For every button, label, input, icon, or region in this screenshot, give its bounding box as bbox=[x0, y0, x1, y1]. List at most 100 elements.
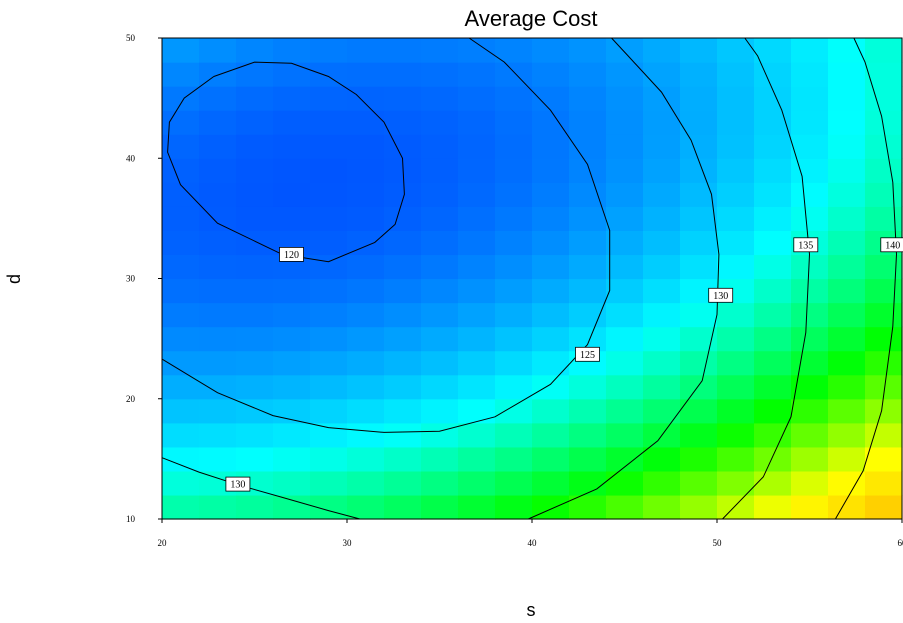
heatmap-cell bbox=[310, 254, 348, 280]
heatmap-cell bbox=[828, 278, 866, 304]
heatmap-cell bbox=[384, 470, 422, 496]
heatmap-cell bbox=[717, 422, 755, 448]
heatmap-cell bbox=[162, 62, 200, 87]
heatmap-cell bbox=[643, 374, 681, 400]
heatmap-cell bbox=[236, 302, 274, 328]
heatmap-cell bbox=[569, 494, 607, 520]
heatmap-cell bbox=[273, 134, 311, 159]
heatmap-cell bbox=[199, 182, 237, 207]
heatmap-cell bbox=[458, 350, 496, 376]
heatmap-cell bbox=[754, 326, 792, 352]
heatmap-cell bbox=[680, 494, 718, 520]
x-axis: 20 30 40 50 60 bbox=[158, 519, 903, 548]
heatmap-cell bbox=[532, 422, 570, 448]
heatmap-cell bbox=[606, 302, 644, 328]
heatmap-cell bbox=[532, 446, 570, 472]
heatmap-cell bbox=[421, 206, 459, 231]
heatmap-cell bbox=[495, 446, 533, 472]
heatmap-cell bbox=[384, 182, 422, 207]
heatmap-cell bbox=[421, 302, 459, 328]
heatmap-cell bbox=[273, 302, 311, 328]
heatmap-cell bbox=[606, 38, 644, 63]
heatmap-cell bbox=[532, 182, 570, 207]
heatmap-cell bbox=[828, 302, 866, 328]
heatmap-cell bbox=[717, 38, 755, 63]
contour-label-box bbox=[793, 237, 819, 253]
contour-line-135 bbox=[722, 37, 811, 520]
heatmap-cell bbox=[754, 62, 792, 87]
heatmap-cell bbox=[606, 422, 644, 448]
heatmap-cell bbox=[532, 62, 570, 87]
heatmap-cell bbox=[754, 158, 792, 183]
heatmap-cell bbox=[384, 230, 422, 256]
heatmap-cell bbox=[421, 446, 459, 472]
heatmap-cell bbox=[199, 422, 237, 448]
heatmap-cell bbox=[754, 38, 792, 63]
heatmap-cell bbox=[680, 38, 718, 63]
heatmap-cell bbox=[754, 398, 792, 424]
heatmap-cell bbox=[236, 38, 274, 63]
heatmap-cell bbox=[347, 470, 385, 496]
heatmap-cell bbox=[532, 254, 570, 280]
heatmap-cell bbox=[199, 350, 237, 376]
heatmap-cell bbox=[791, 206, 829, 231]
heatmap-cell bbox=[680, 446, 718, 472]
heatmap-cell bbox=[273, 422, 311, 448]
heatmap-cell bbox=[828, 182, 866, 207]
contour-line-140 bbox=[834, 37, 898, 520]
heatmap-cell bbox=[310, 326, 348, 352]
heatmap-cell bbox=[273, 86, 311, 111]
heatmap-cell bbox=[532, 38, 570, 63]
heatmap-cell bbox=[347, 494, 385, 520]
heatmap-cell bbox=[495, 206, 533, 231]
heatmap-cell bbox=[754, 470, 792, 496]
heatmap-cell bbox=[717, 446, 755, 472]
heatmap-cell bbox=[236, 158, 274, 183]
heatmap-cell bbox=[310, 374, 348, 400]
heatmap-cell bbox=[643, 470, 681, 496]
heatmap-cell bbox=[310, 398, 348, 424]
heatmap-cell bbox=[717, 350, 755, 376]
heatmap-cell bbox=[680, 254, 718, 280]
heatmap-cell bbox=[495, 230, 533, 256]
heatmap-cell bbox=[643, 494, 681, 520]
heatmap-cell bbox=[828, 158, 866, 183]
heatmap-cell bbox=[865, 350, 903, 376]
heatmap-cell bbox=[421, 62, 459, 87]
heatmap-cell bbox=[791, 86, 829, 111]
heatmap-cell bbox=[606, 326, 644, 352]
heatmap-cell bbox=[680, 302, 718, 328]
heatmap-cell bbox=[495, 470, 533, 496]
heatmap-cell bbox=[495, 134, 533, 159]
contour-line-120 bbox=[167, 61, 405, 263]
heatmap-cell bbox=[347, 326, 385, 352]
heatmap-cell bbox=[754, 230, 792, 256]
heatmap-cell bbox=[717, 62, 755, 87]
heatmap-cell bbox=[199, 38, 237, 63]
heatmap-cell bbox=[717, 494, 755, 520]
heatmap-cell bbox=[347, 398, 385, 424]
contour-label-140: 140 bbox=[880, 237, 903, 253]
heatmap-cell bbox=[828, 134, 866, 159]
heatmap-cell bbox=[236, 446, 274, 472]
heatmap-cell bbox=[458, 206, 496, 231]
heatmap-cell bbox=[495, 110, 533, 135]
y-tick-label: 40 bbox=[126, 153, 136, 163]
heatmap-cell bbox=[606, 398, 644, 424]
heatmap-cell bbox=[310, 230, 348, 256]
contour-label-text: 135 bbox=[798, 240, 813, 251]
heatmap-cell bbox=[569, 158, 607, 183]
contour-label-135: 135 bbox=[793, 237, 819, 253]
heatmap-cell bbox=[310, 350, 348, 376]
heatmap-cell bbox=[791, 350, 829, 376]
heatmap-cell bbox=[458, 158, 496, 183]
heatmap-cell bbox=[162, 494, 200, 520]
heatmap-cell bbox=[458, 254, 496, 280]
heatmap-cell bbox=[643, 110, 681, 135]
heatmap-cell bbox=[643, 38, 681, 63]
heatmap-cell bbox=[384, 422, 422, 448]
heatmap-cell bbox=[791, 302, 829, 328]
heatmap-cell bbox=[273, 278, 311, 304]
y-tick-label: 50 bbox=[126, 33, 136, 43]
heatmap-cell bbox=[828, 62, 866, 87]
